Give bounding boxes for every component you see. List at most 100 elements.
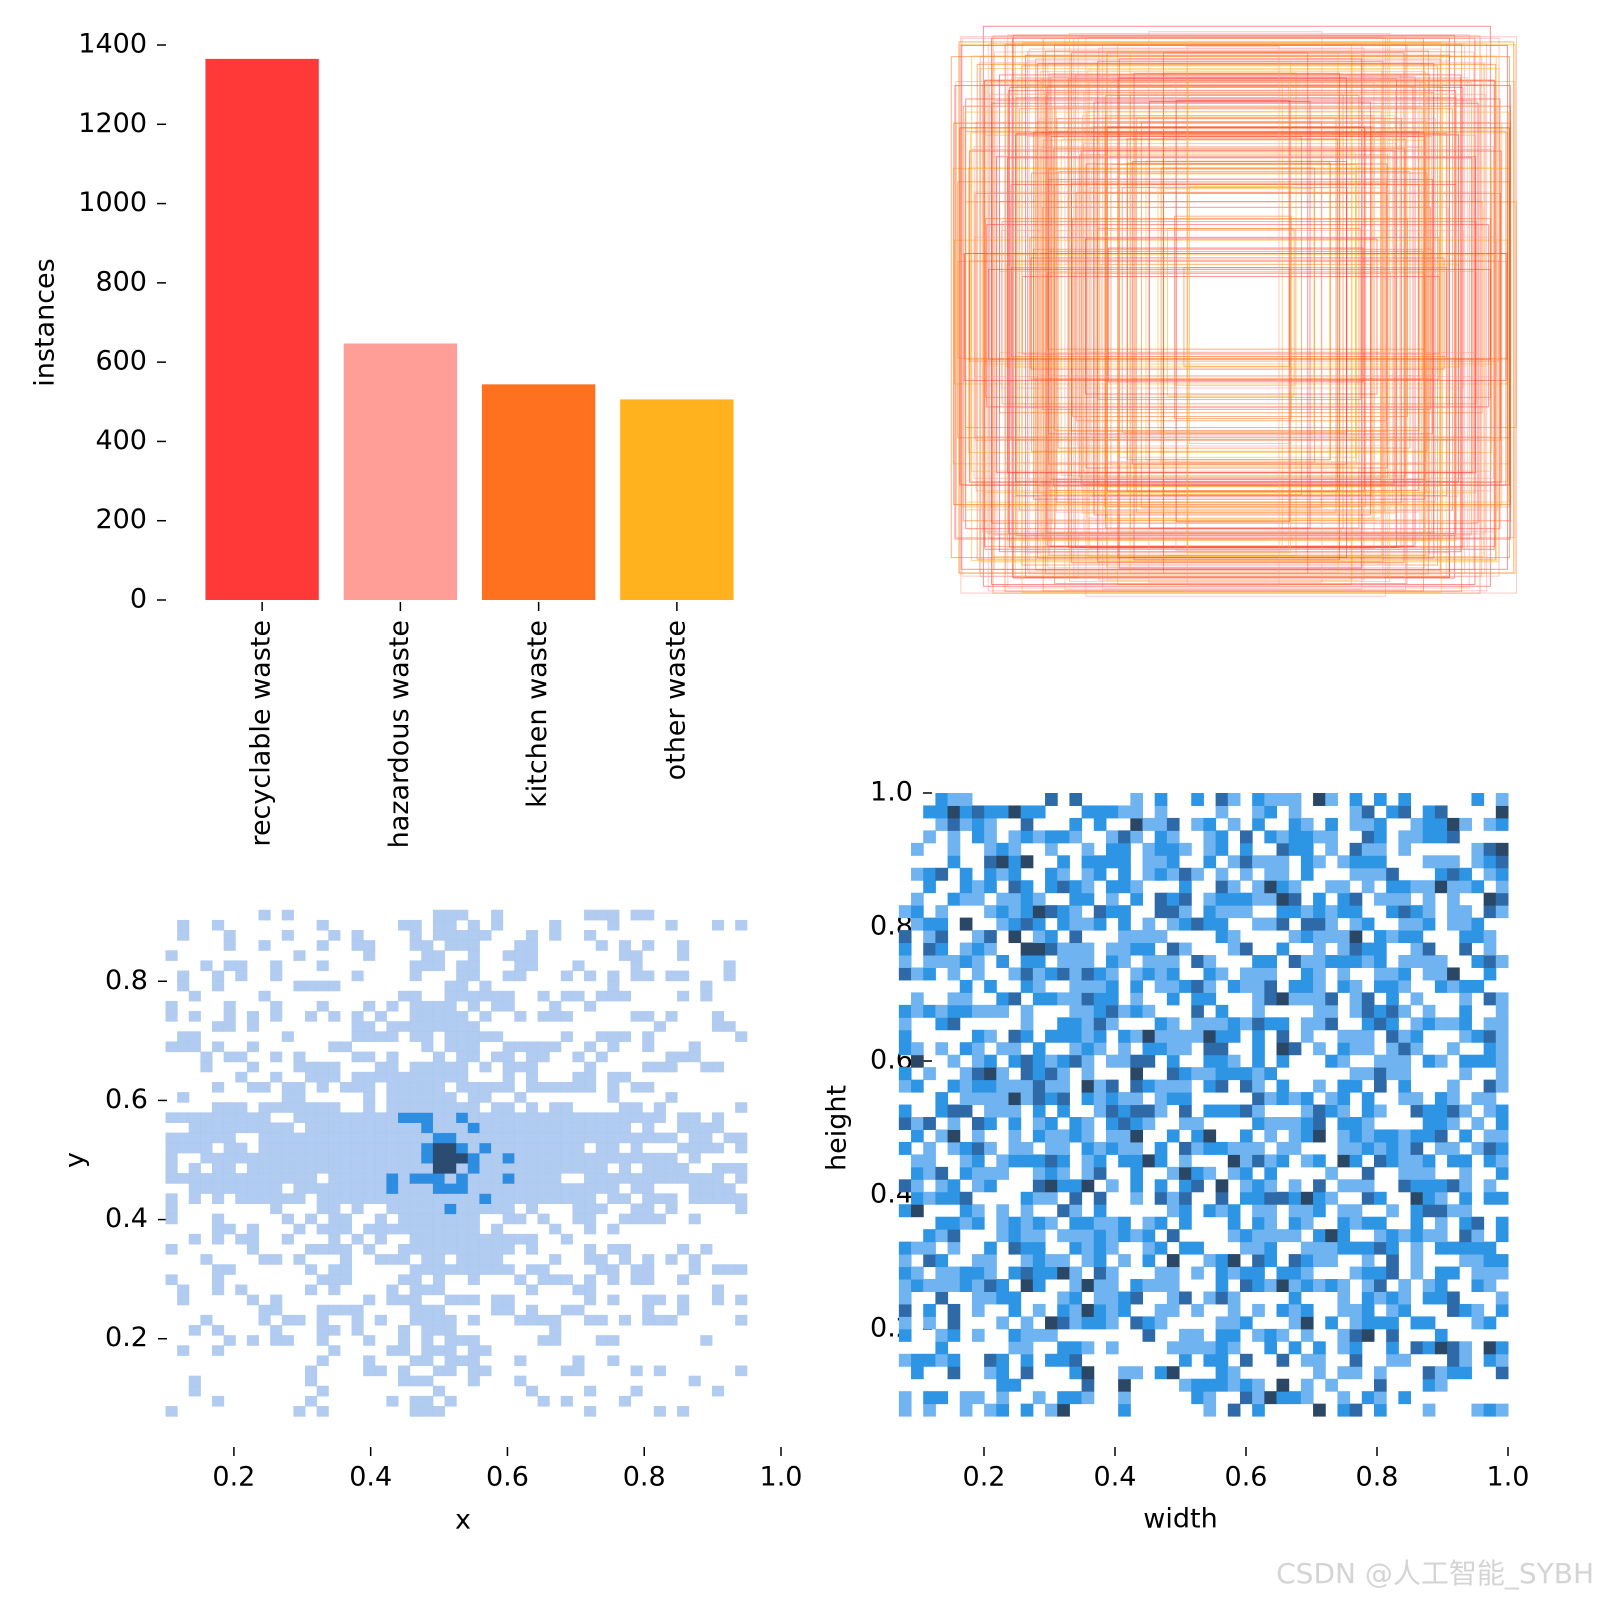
histogram-cell (258, 990, 271, 1002)
histogram-cell (595, 1142, 608, 1154)
histogram-cell (502, 1000, 515, 1012)
histogram-cell (618, 940, 632, 951)
histogram-cell (1032, 1166, 1046, 1180)
histogram-cell (1300, 1378, 1314, 1392)
histogram-cell (502, 1203, 515, 1215)
histogram-cell (421, 1213, 434, 1225)
histogram-cell (177, 980, 190, 992)
histogram-cell (1069, 1204, 1083, 1218)
box-outline (1060, 138, 1407, 476)
histogram-cell (700, 1142, 713, 1154)
histogram-cell (409, 919, 422, 931)
histogram-cell (618, 1254, 632, 1265)
histogram-cell (386, 1061, 399, 1073)
y-tick-label: 400 (95, 425, 147, 456)
histogram-cell (935, 867, 949, 881)
histogram-cell (188, 1041, 201, 1053)
histogram-cell (374, 1112, 387, 1123)
histogram-cell (665, 1051, 678, 1063)
histogram-cell (711, 1122, 725, 1134)
histogram-cell (1105, 1266, 1119, 1280)
histogram-cell (409, 1304, 422, 1316)
histogram-cell (502, 1132, 515, 1144)
histogram-cell (723, 960, 736, 972)
histogram-cell (1008, 805, 1022, 819)
histogram-cell (1203, 1029, 1217, 1043)
histogram-cell (607, 990, 620, 1002)
box-outline (1148, 31, 1323, 583)
histogram-cell (165, 1132, 178, 1144)
histogram-cell (996, 905, 1009, 919)
histogram-cell (456, 1071, 469, 1083)
histogram-cell (328, 1011, 341, 1022)
histogram-cell (1264, 1391, 1278, 1405)
histogram-cell (491, 990, 504, 1002)
histogram-cell (935, 817, 949, 831)
histogram-cell (1483, 842, 1497, 856)
histogram-cell (1142, 855, 1156, 869)
histogram-cell (1179, 917, 1192, 931)
histogram-cell (386, 1071, 399, 1083)
box-outline (963, 253, 1507, 381)
histogram-cell (1154, 1303, 1168, 1317)
histogram-cell (700, 980, 713, 992)
histogram-cell (572, 1142, 585, 1154)
histogram-cell (479, 980, 492, 992)
histogram-cell (1386, 1141, 1399, 1155)
histogram-cell (642, 1264, 655, 1275)
histogram-cell (1105, 1179, 1119, 1193)
histogram-cell (1069, 1179, 1083, 1193)
histogram-cell (1264, 992, 1278, 1006)
histogram-cell (996, 1092, 1009, 1106)
histogram-cell (281, 1031, 294, 1042)
histogram-cell (1203, 905, 1217, 919)
histogram-cell (1191, 1166, 1204, 1180)
histogram-cell (421, 1173, 434, 1184)
histogram-cell (1447, 892, 1460, 906)
histogram-cell (1483, 1241, 1497, 1255)
histogram-cell (1154, 817, 1168, 831)
histogram-cell (1264, 1328, 1278, 1342)
histogram-cell (1020, 830, 1034, 844)
histogram-cell (607, 1152, 620, 1164)
histogram-cell (1130, 1191, 1144, 1205)
box-outline (1090, 126, 1375, 498)
histogram-cell (1020, 1403, 1034, 1417)
histogram-cell (1008, 892, 1022, 906)
histogram-cell (1069, 967, 1083, 981)
histogram-cell (339, 1193, 353, 1204)
histogram-cell (971, 942, 985, 956)
histogram-cell (1020, 967, 1034, 981)
histogram-cell (525, 1102, 539, 1113)
histogram-cell (270, 1325, 283, 1336)
histogram-cell (351, 1193, 364, 1204)
histogram-cell (1313, 855, 1326, 869)
histogram-cell (959, 1166, 973, 1180)
histogram-cell (316, 919, 329, 931)
histogram-cell (177, 1142, 190, 1154)
histogram-cell (1300, 1104, 1314, 1118)
histogram-cell (1142, 1279, 1156, 1292)
histogram-cell (212, 1132, 225, 1144)
histogram-cell (1179, 1353, 1192, 1367)
histogram-cell (959, 1104, 973, 1118)
histogram-cell (1264, 1279, 1278, 1292)
x-tick-label: 0.8 (1356, 1462, 1399, 1493)
histogram-cell (316, 1081, 329, 1093)
histogram-cell (911, 1279, 924, 1292)
histogram-cell (1130, 992, 1144, 1006)
histogram-cell (688, 1213, 701, 1225)
histogram-cell (898, 1254, 912, 1268)
histogram-cell (212, 1193, 225, 1204)
histogram-cell (1264, 793, 1278, 806)
histogram-cell (1398, 1129, 1412, 1143)
histogram-cell (270, 1142, 283, 1154)
histogram-cell (607, 1223, 620, 1235)
histogram-cell (584, 1294, 597, 1306)
histogram-cell (923, 1403, 936, 1417)
x-tick-label: 0.8 (623, 1462, 666, 1493)
histogram-cell (1166, 1166, 1180, 1180)
histogram-cell (502, 1122, 515, 1134)
histogram-cell (1325, 830, 1338, 844)
histogram-cell (1081, 1179, 1095, 1193)
